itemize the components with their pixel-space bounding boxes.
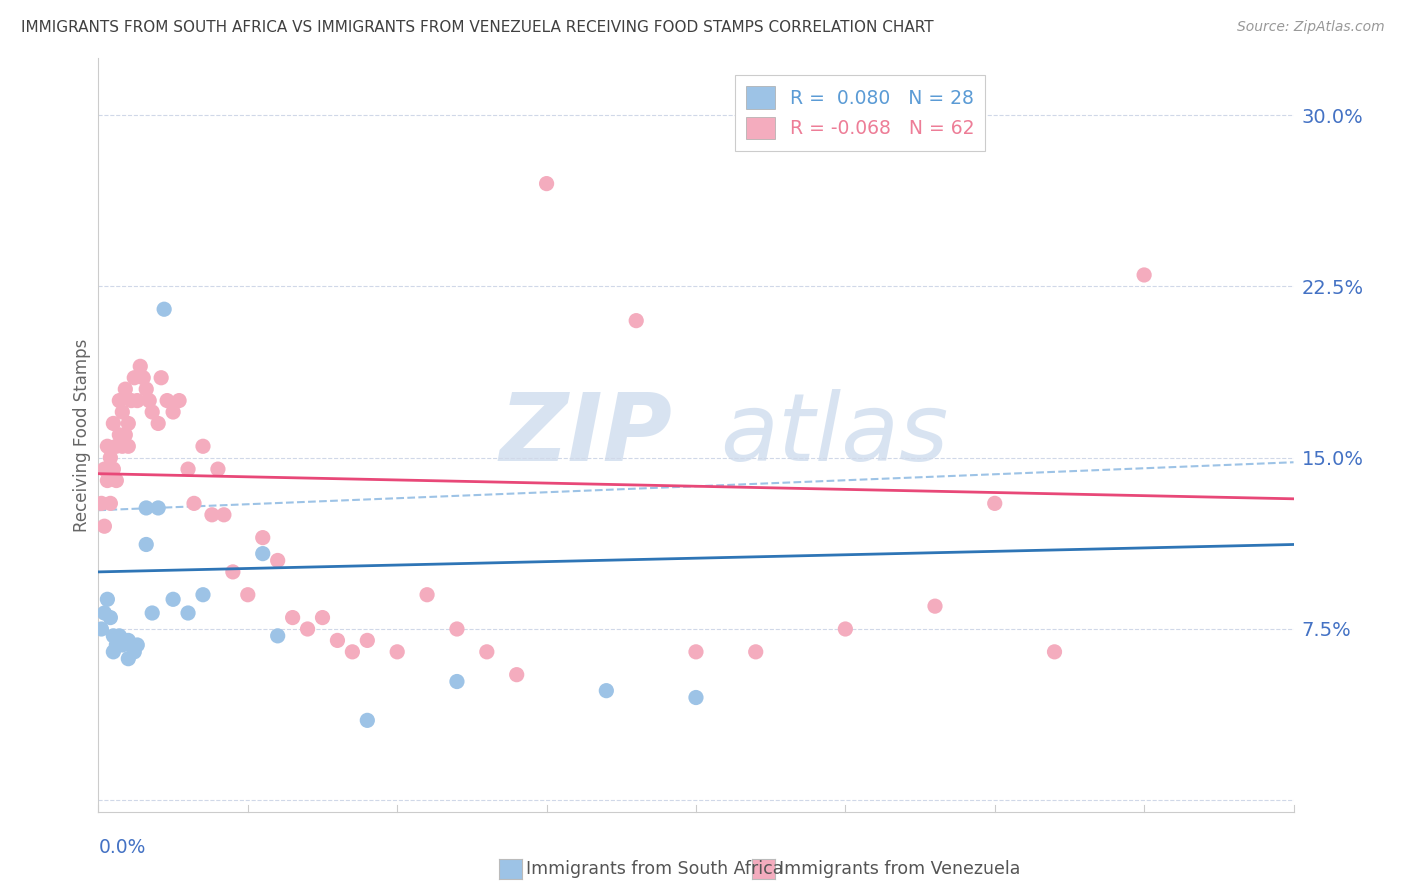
Text: Immigrants from South Africa: Immigrants from South Africa [526,860,783,878]
Text: 0.0%: 0.0% [98,838,146,857]
Point [212,508,235,522]
Point [105,439,128,453]
Point [93,462,115,476]
Point [745,645,768,659]
Point [267,629,290,643]
Text: Immigrants from Venezuela: Immigrants from Venezuela [779,860,1021,878]
Point [162,405,184,419]
Point [148,417,170,431]
Point [117,651,139,665]
Point [90,622,112,636]
Point [124,370,146,384]
Point [98,496,122,510]
Point [135,500,157,515]
Point [127,638,149,652]
Point [252,531,274,545]
Point [96,439,118,453]
Point [93,519,115,533]
Point [114,633,136,648]
Point [111,405,134,419]
Point [117,439,139,453]
Point [222,565,245,579]
Point [103,417,125,431]
Point [236,588,259,602]
Point [984,496,1007,510]
Point [135,537,157,551]
Y-axis label: Receiving Food Stamps: Receiving Food Stamps [73,338,91,532]
Point [183,496,205,510]
Point [167,393,190,408]
Point [103,629,125,643]
Legend: R =  0.080   N = 28, R = -0.068   N = 62: R = 0.080 N = 28, R = -0.068 N = 62 [735,75,986,151]
Point [416,588,439,602]
Text: Source: ZipAtlas.com: Source: ZipAtlas.com [1237,20,1385,34]
Point [108,427,131,442]
Point [120,393,142,408]
Point [129,359,152,374]
Point [446,622,468,636]
Point [506,667,529,681]
Point [1133,268,1156,282]
Text: atlas: atlas [720,389,948,481]
Point [446,674,468,689]
Text: IMMIGRANTS FROM SOUTH AFRICA VS IMMIGRANTS FROM VENEZUELA RECEIVING FOOD STAMPS : IMMIGRANTS FROM SOUTH AFRICA VS IMMIGRAN… [21,20,934,35]
Point [685,690,707,705]
Point [311,610,333,624]
Point [96,592,118,607]
Point [356,714,378,728]
Point [207,462,229,476]
Point [96,474,118,488]
Point [148,500,170,515]
Point [117,633,139,648]
Point [114,427,136,442]
Point [135,382,157,396]
Point [156,393,179,408]
Point [281,610,304,624]
Point [536,177,558,191]
Point [177,462,200,476]
Point [1043,645,1066,659]
Point [90,496,112,510]
Point [98,450,122,465]
Point [153,302,176,317]
Point [141,405,163,419]
Point [385,645,409,659]
Text: ZIP: ZIP [499,389,672,481]
Point [127,393,149,408]
Point [105,638,128,652]
Point [297,622,319,636]
Point [103,462,125,476]
Point [201,508,224,522]
Point [111,439,134,453]
Point [114,382,136,396]
Point [326,633,349,648]
Point [834,622,856,636]
Point [177,606,200,620]
Point [356,633,378,648]
Point [117,417,139,431]
Point [595,683,617,698]
Point [150,370,173,384]
Point [191,588,214,602]
Point [111,638,134,652]
Point [191,439,214,453]
Point [162,592,184,607]
Point [475,645,498,659]
Point [108,393,131,408]
Point [252,547,274,561]
Point [93,606,115,620]
Point [267,553,290,567]
Point [103,645,125,659]
Point [141,606,163,620]
Point [124,645,146,659]
Point [98,610,122,624]
Point [342,645,364,659]
Point [138,393,160,408]
Point [924,599,946,614]
Point [685,645,707,659]
Point [108,629,131,643]
Point [626,313,648,327]
Point [105,474,128,488]
Point [132,370,155,384]
